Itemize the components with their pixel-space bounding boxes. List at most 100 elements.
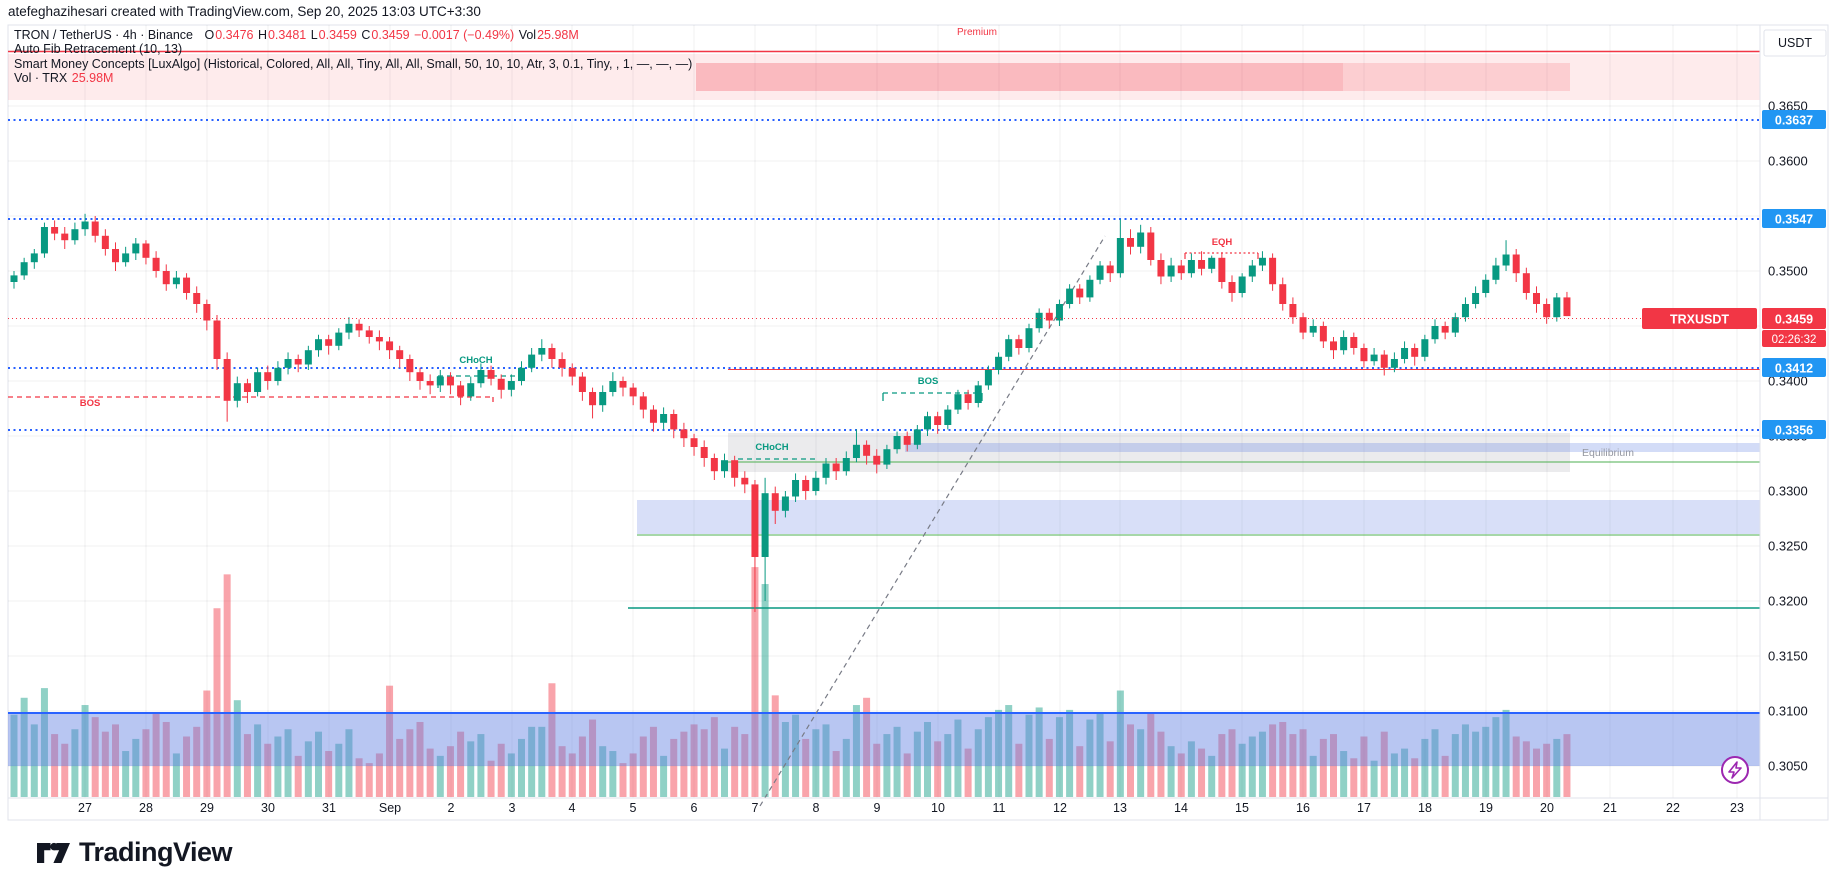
candle-body xyxy=(863,444,871,456)
volume-bar xyxy=(1137,729,1145,797)
candle-body xyxy=(172,277,180,285)
candle-body xyxy=(873,455,881,465)
price-axis[interactable]: USDT0.36500.36000.35000.34000.33500.3300… xyxy=(1642,29,1827,774)
volume-bar xyxy=(101,731,109,797)
symbol-row[interactable]: TRON / TetherUS · 4h · Binance O0.3476 H… xyxy=(14,28,692,42)
volume-bar xyxy=(396,738,404,797)
volume-bar xyxy=(406,729,414,797)
volume-bar xyxy=(1269,724,1277,797)
volume-bar xyxy=(1116,690,1124,797)
volume-bar xyxy=(30,724,38,797)
candle-body xyxy=(578,376,586,392)
volume-bar xyxy=(924,721,931,797)
volume-bar xyxy=(1451,734,1459,797)
volume-bar xyxy=(589,719,597,797)
volume-bar xyxy=(81,705,89,797)
candle-body xyxy=(20,262,28,276)
candle-body xyxy=(883,449,891,465)
chart-legend: TRON / TetherUS · 4h · Binance O0.3476 H… xyxy=(14,28,692,85)
volume-bar xyxy=(832,751,840,797)
candle-body xyxy=(802,480,810,491)
candle-body xyxy=(984,370,992,386)
candle-body xyxy=(629,387,637,397)
volume-bar xyxy=(40,688,48,797)
flash-icon[interactable] xyxy=(1721,756,1749,784)
volume-bar xyxy=(1512,736,1520,797)
candle-body xyxy=(1553,297,1561,318)
volume-bar xyxy=(264,743,272,797)
candle-body xyxy=(1106,265,1114,274)
candle-body xyxy=(1066,288,1074,304)
candle-body xyxy=(1137,232,1145,247)
candle-body xyxy=(913,429,921,445)
candle-body xyxy=(223,359,231,401)
tradingview-logo[interactable]: TradingView xyxy=(36,836,233,868)
candle-body xyxy=(670,414,678,430)
time-axis[interactable]: 27 28 29 30 31 Sep 2 3 4 5 6 7 8 9 10 11 12 13 14 15 16 17 18 1… xyxy=(78,801,1744,815)
candle-body xyxy=(142,243,150,258)
candle-body xyxy=(842,458,850,472)
time-tick-label: 5 xyxy=(630,801,637,815)
countdown-badge xyxy=(1762,330,1826,347)
candle-body xyxy=(771,493,779,511)
volume-bar xyxy=(995,709,1003,797)
volume-bar xyxy=(1279,721,1287,797)
candle-body xyxy=(1076,288,1084,298)
volume-bar xyxy=(609,751,617,797)
time-tick-label: 16 xyxy=(1296,801,1310,815)
volume-bar xyxy=(436,755,444,797)
volume-bar xyxy=(1258,731,1266,797)
last-price-badge xyxy=(1762,308,1826,329)
candle-body xyxy=(639,396,647,410)
fib-price-badge-label: 0.3356 xyxy=(1775,424,1813,438)
volume-bar xyxy=(426,748,434,797)
time-tick-label: 4 xyxy=(569,801,576,815)
volume-bar xyxy=(386,685,394,797)
indicator-smart-money-concepts[interactable]: Smart Money Concepts [LuxAlgo] (Historic… xyxy=(14,56,693,71)
indicator-volume[interactable]: Vol · TRX 25.98M xyxy=(14,71,692,85)
candle-body xyxy=(10,275,18,282)
volume-bar xyxy=(20,697,28,797)
candle-body xyxy=(1330,341,1337,351)
candle-body xyxy=(1015,339,1023,348)
candle-body xyxy=(487,370,495,379)
time-tick-label: 13 xyxy=(1113,801,1127,815)
volume-bar xyxy=(548,683,556,797)
volume-bar xyxy=(1157,731,1165,797)
candle-body xyxy=(1208,257,1216,269)
volume-bar xyxy=(375,753,383,797)
candle-body xyxy=(1350,337,1358,348)
volume-bar xyxy=(51,734,59,797)
fib-price-badge xyxy=(1762,358,1826,377)
symbol-title[interactable]: TRON / TetherUS · 4h · Binance xyxy=(14,28,194,42)
candle-body xyxy=(51,227,59,234)
price-tick-label: 0.3650 xyxy=(1768,99,1808,114)
volume-bar xyxy=(1553,738,1561,797)
candle-body xyxy=(1055,304,1063,321)
volume-bar xyxy=(578,736,586,797)
candle-body xyxy=(954,394,962,410)
candle-body xyxy=(284,359,292,368)
indicator-auto-fib[interactable]: Auto Fib Retracement (10, 13) xyxy=(14,42,183,57)
volume-bar xyxy=(812,729,820,797)
candle-body xyxy=(335,332,343,346)
time-tick-label: 11 xyxy=(993,801,1006,815)
candle-body xyxy=(162,271,170,285)
volume-bar xyxy=(335,743,343,797)
volume-bar xyxy=(274,736,282,797)
volume-bar xyxy=(203,690,211,797)
candle-body xyxy=(1096,265,1104,280)
candle-body xyxy=(233,383,241,401)
candle-body xyxy=(1279,284,1287,304)
volume-bar xyxy=(467,741,475,797)
volume-bar xyxy=(700,729,708,797)
tradingview-logo-text: TradingView xyxy=(79,836,233,867)
volume-bar xyxy=(538,726,546,797)
candle-body xyxy=(274,367,282,381)
volume-bar xyxy=(1533,748,1540,797)
vol-label: Vol xyxy=(518,28,537,42)
chart-label: BOS xyxy=(918,376,939,387)
time-tick-label: 12 xyxy=(1053,801,1067,815)
candle-body xyxy=(355,323,363,331)
